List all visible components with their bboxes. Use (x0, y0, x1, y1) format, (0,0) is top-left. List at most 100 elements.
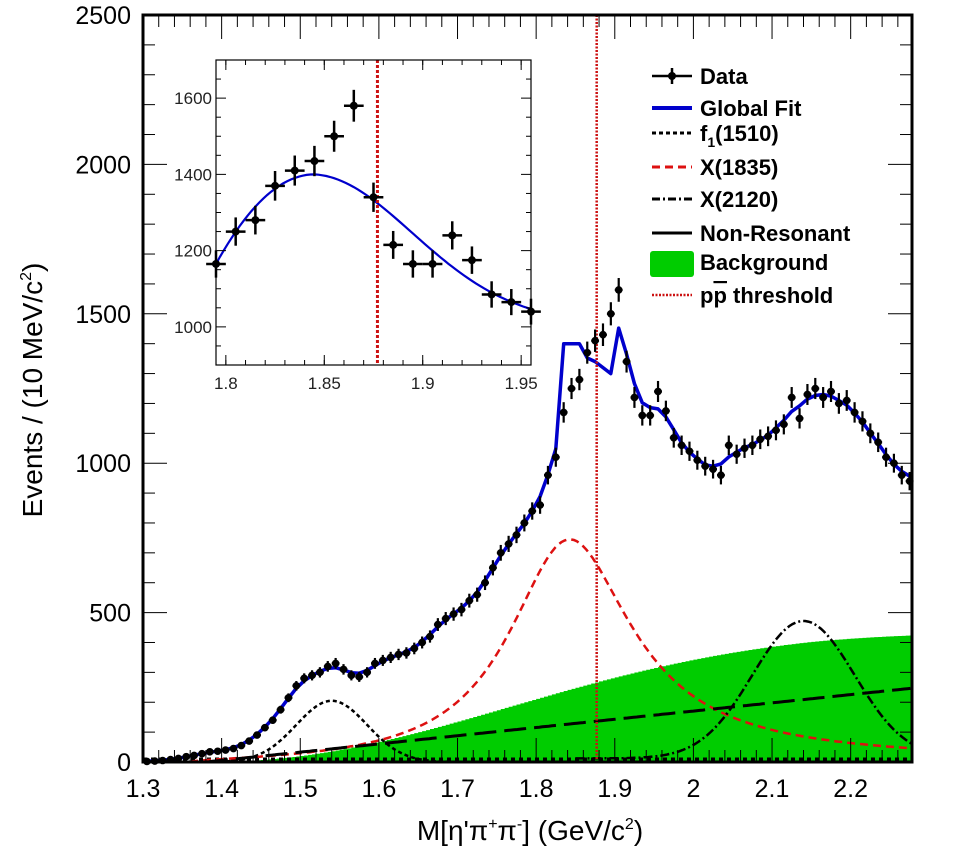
data-point (276, 705, 285, 714)
data-point (811, 377, 820, 400)
data-marker (575, 375, 584, 384)
x-tick-label: 2.2 (833, 775, 868, 803)
data-point (732, 444, 741, 464)
inset-x-tick-label: 1.85 (308, 374, 341, 393)
data-marker (732, 450, 741, 459)
inset-data-point (462, 246, 482, 274)
data-marker (646, 411, 654, 420)
data-point (897, 465, 906, 485)
data-point (205, 748, 214, 756)
data-marker (434, 620, 442, 629)
data-marker (874, 438, 882, 447)
data-marker (339, 665, 348, 674)
x-tick-label: 1.3 (126, 775, 161, 803)
data-point (300, 673, 309, 684)
data-point (449, 607, 458, 621)
x-tick-label: 1.6 (362, 775, 397, 803)
data-point (654, 380, 662, 403)
data-point (583, 341, 592, 364)
data-point (701, 456, 710, 476)
inset-data-point (245, 205, 266, 235)
data-point (245, 737, 254, 745)
data-marker (756, 435, 765, 444)
data-marker (347, 671, 356, 680)
data-point (457, 602, 466, 617)
data-point (551, 447, 560, 467)
data-point (253, 731, 261, 739)
data-marker (206, 748, 214, 756)
data-point (402, 647, 411, 659)
inset-data-marker (369, 193, 378, 202)
data-point (237, 741, 246, 750)
data-marker (787, 393, 796, 402)
legend-entry-threshold: pp threshold (652, 281, 833, 308)
data-marker (292, 682, 301, 690)
inset-data-layer (206, 89, 541, 325)
data-marker (622, 357, 631, 366)
data-point (465, 593, 474, 608)
inset-data-marker (448, 231, 457, 240)
data-marker (520, 519, 529, 527)
y-tick-label: 1500 (75, 301, 131, 329)
data-marker (567, 384, 576, 393)
data-point (669, 427, 678, 448)
data-marker (528, 507, 537, 515)
data-marker (669, 434, 678, 442)
data-point (229, 744, 238, 753)
data-marker (842, 396, 851, 405)
data-marker (410, 644, 419, 653)
data-marker (276, 705, 285, 714)
data-marker (536, 501, 544, 509)
x2120-curve (575, 619, 913, 760)
data-marker (662, 407, 670, 415)
legend-label-global-fit: Global Fit (700, 96, 802, 121)
data-marker (685, 447, 694, 456)
data-marker (591, 336, 599, 345)
inset-data-point (225, 217, 246, 246)
data-marker (221, 746, 230, 754)
inset-background (216, 60, 531, 365)
data-point (803, 383, 812, 405)
data-marker (740, 444, 749, 453)
data-marker (300, 674, 308, 683)
inset-data-marker (290, 166, 299, 175)
data-marker (693, 456, 702, 465)
data-marker (457, 605, 466, 614)
y-tick-label: 500 (89, 600, 131, 628)
data-point (795, 408, 804, 429)
data-point (866, 423, 875, 444)
x-axis-ticks: 1.3 1.4 1.5 1.6 1.7 1.8 1.9 2 2.1 2.2 (126, 15, 899, 803)
data-marker (677, 441, 686, 450)
data-point (512, 526, 521, 544)
data-marker (268, 716, 277, 724)
data-point (740, 438, 749, 458)
inset-data-marker (271, 181, 280, 190)
data-point (559, 402, 568, 423)
data-marker (780, 420, 788, 429)
data-marker (709, 465, 717, 473)
x-tick-label: 1.9 (597, 775, 632, 803)
data-point (882, 447, 890, 467)
legend-entry-x1835: X(1835) (652, 155, 778, 180)
data-marker-icon (668, 72, 676, 80)
legend-label-x1835: X(1835) (700, 155, 778, 180)
data-point (661, 400, 670, 422)
inset-data-point (383, 230, 404, 259)
main-plot-area: 1.3 1.4 1.5 1.6 1.7 1.8 1.9 2 2.1 2.2 0 500 1000 150… (75, 2, 914, 803)
data-marker (323, 662, 332, 671)
data-point (213, 747, 222, 756)
data-point (339, 664, 348, 675)
data-point (536, 496, 545, 514)
data-point (182, 752, 191, 761)
x-tick-label: 2.1 (755, 775, 790, 803)
y-tick-label: 2500 (75, 2, 131, 30)
data-point (834, 393, 843, 414)
x-tick-label: 1.5 (283, 775, 318, 803)
inset-plot: 1.8 1.85 1.9 1.95 1000 1200 1400 1600 (174, 59, 541, 393)
data-marker (489, 563, 497, 572)
data-point (378, 654, 387, 666)
data-marker (858, 417, 867, 426)
data-point (622, 350, 631, 373)
inset-x-ticks: 1.8 1.85 1.9 1.95 (214, 60, 538, 393)
background-fill-layer (143, 635, 912, 762)
